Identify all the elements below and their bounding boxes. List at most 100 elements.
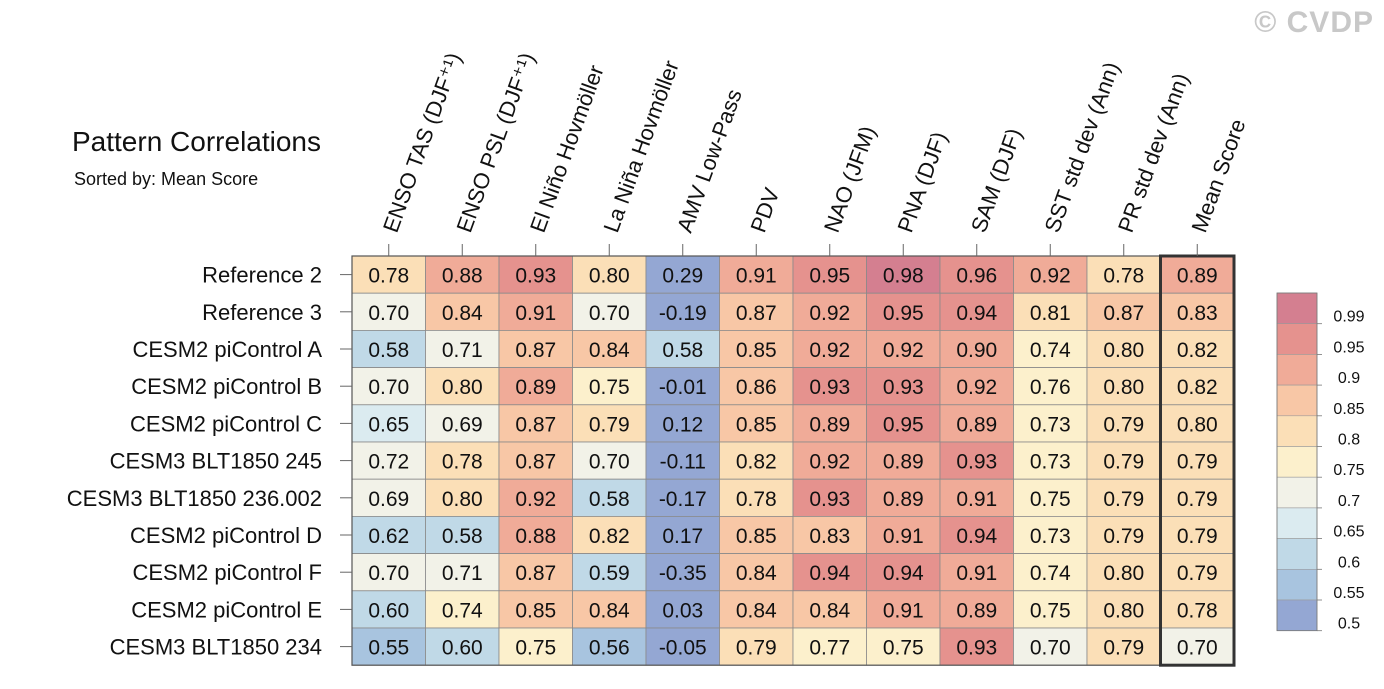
cell-value-label: 0.80	[442, 488, 483, 511]
cell-value-label: 0.78	[1103, 265, 1144, 288]
cell-value-label: 0.79	[1177, 525, 1218, 548]
heatmap-cell	[719, 627, 794, 666]
cell-value-label: 0.89	[1177, 265, 1218, 288]
heatmap-cell	[939, 627, 1014, 666]
cell-value-label: 0.73	[1030, 413, 1071, 436]
column-label: SAM (DJF)	[966, 125, 1027, 236]
heatmap-cell	[572, 590, 647, 629]
cell-value-label: 0.89	[883, 451, 924, 474]
cell-value-label: 0.74	[442, 599, 483, 622]
cell-value-label: 0.88	[442, 265, 483, 288]
heatmap-cell	[1160, 404, 1235, 443]
cell-value-label: 0.17	[662, 525, 703, 548]
cell-value-label: 0.86	[736, 376, 777, 399]
heatmap-cell	[719, 367, 794, 406]
heatmap-cell	[572, 553, 647, 592]
cell-value-label: 0.80	[589, 265, 630, 288]
colorbar-label: 0.75	[1333, 462, 1364, 479]
cell-value-label: 0.84	[809, 599, 850, 622]
cell-value-label: -0.01	[659, 376, 707, 399]
cell-value-label: 0.80	[1103, 376, 1144, 399]
cell-value-label: 0.70	[589, 302, 630, 325]
cell-value-label: 0.80	[442, 376, 483, 399]
cell-value-label: 0.85	[515, 599, 556, 622]
cell-value-label: 0.87	[515, 562, 556, 585]
cell-value-label: 0.58	[442, 525, 483, 548]
heatmap-cell	[351, 441, 426, 480]
cell-value-label: 0.70	[368, 376, 409, 399]
cell-value-label: 0.87	[736, 302, 777, 325]
row-label: Reference 3	[202, 300, 322, 325]
heatmap-cell	[866, 516, 941, 555]
cell-value-label: 0.92	[1030, 265, 1071, 288]
heatmap-cell	[351, 404, 426, 443]
heatmap-cell	[1160, 329, 1235, 368]
column-label: SST std dev (Ann)	[1039, 59, 1124, 236]
row-label: CESM2 piControl A	[132, 337, 322, 362]
heatmap-cell	[425, 367, 500, 406]
heatmap-cell	[645, 367, 720, 406]
cell-value-label: 0.92	[809, 451, 850, 474]
heatmap-cell	[572, 329, 647, 368]
colorbar-swatch	[1276, 507, 1318, 539]
heatmap-cell	[792, 590, 867, 629]
row-label: CESM2 piControl F	[132, 560, 322, 585]
cell-value-label: 0.89	[956, 599, 997, 622]
colorbar-swatch	[1276, 476, 1318, 509]
cell-value-label: 0.85	[736, 339, 777, 362]
cell-value-label: 0.82	[589, 525, 630, 548]
row-label: CESM3 BLT1850 234	[110, 635, 322, 660]
cell-value-label: 0.91	[883, 525, 924, 548]
row-label: CESM2 piControl D	[130, 523, 322, 548]
cell-value-label: 0.90	[956, 339, 997, 362]
cell-value-label: 0.87	[1103, 302, 1144, 325]
cell-value-label: 0.85	[736, 525, 777, 548]
heatmap-cell	[939, 590, 1014, 629]
heatmap-cell	[1013, 627, 1088, 666]
colorbar-swatch	[1276, 446, 1318, 478]
cell-value-label: 0.89	[883, 488, 924, 511]
heatmap-cell	[572, 516, 647, 555]
cell-value-label: 0.62	[368, 525, 409, 548]
cell-value-label: 0.58	[589, 488, 630, 511]
cell-value-label: 0.84	[589, 339, 630, 362]
chart-subtitle: Sorted by: Mean Score	[74, 169, 259, 189]
colorbar-label: 0.95	[1333, 339, 1364, 356]
cell-value-label: -0.17	[659, 488, 707, 511]
heatmap-cell	[792, 367, 867, 406]
cell-value-label: 0.72	[368, 451, 409, 474]
heatmap-cell	[866, 553, 941, 592]
cell-value-label: 0.79	[1103, 488, 1144, 511]
cell-value-label: 0.71	[442, 562, 483, 585]
heatmap-cell	[425, 627, 500, 666]
heatmap-cell	[645, 590, 720, 629]
column-label: PDV	[745, 184, 784, 235]
cell-value-label: 0.94	[883, 562, 924, 585]
cell-value-label: 0.55	[368, 637, 409, 660]
cell-value-label: 0.81	[1030, 302, 1071, 325]
colorbar-label: 0.8	[1338, 432, 1360, 449]
heatmap-cell	[719, 441, 794, 480]
heatmap-cell	[351, 329, 426, 368]
heatmap-cell	[351, 367, 426, 406]
heatmap-cell	[1013, 441, 1088, 480]
cell-value-label: 0.60	[442, 637, 483, 660]
colorbar-swatch	[1276, 568, 1318, 601]
cell-value-label: 0.82	[736, 451, 777, 474]
heatmap-cell	[645, 478, 720, 517]
colorbar-swatch	[1276, 384, 1318, 417]
heatmap-cell	[939, 478, 1014, 517]
cell-value-label: 0.80	[1103, 599, 1144, 622]
cell-value-label: 0.74	[1030, 339, 1071, 362]
cell-value-label: 0.79	[1103, 637, 1144, 660]
heatmap-cell	[1013, 367, 1088, 406]
cell-value-label: 0.73	[1030, 451, 1071, 474]
colorbar-label: 0.65	[1333, 524, 1364, 541]
cell-value-label: 0.93	[956, 637, 997, 660]
cell-value-label: 0.03	[662, 599, 703, 622]
column-label: La Niña Hovmöller	[598, 57, 683, 236]
cell-value-label: -0.19	[659, 302, 707, 325]
heatmap-cell	[792, 441, 867, 480]
heatmap-cell	[1160, 478, 1235, 517]
colorbar-swatch	[1276, 415, 1318, 447]
